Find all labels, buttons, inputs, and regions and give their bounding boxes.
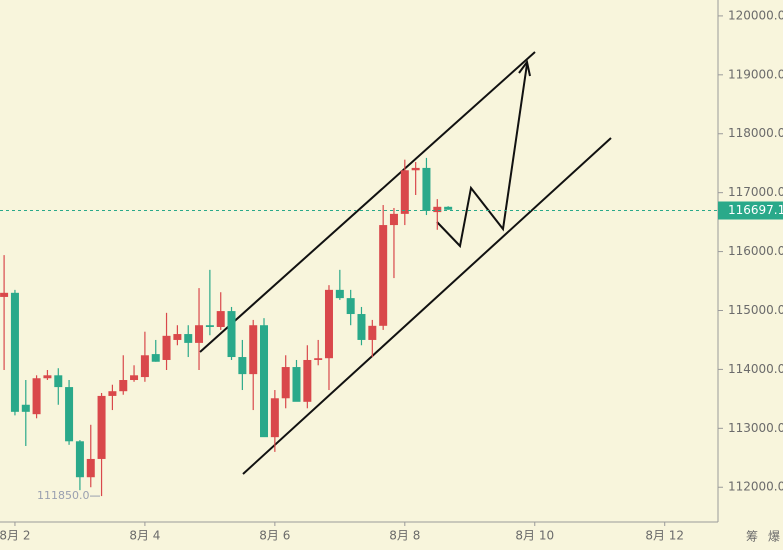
y-tick-label: 114000.0	[728, 362, 783, 376]
candle-body	[292, 367, 301, 402]
candle-body	[0, 292, 9, 297]
candle-body	[227, 311, 236, 358]
candle-body	[335, 289, 344, 299]
candle-body	[260, 325, 269, 438]
x-tick-label: 8月 4	[129, 529, 160, 543]
last-price-label: 116697.1	[728, 203, 783, 217]
candle-body	[140, 355, 149, 378]
candle-body	[75, 441, 84, 478]
x-tick-label: 8月 8	[389, 529, 420, 543]
x-tick-label: 8月 2	[0, 529, 30, 543]
candle-body	[119, 380, 128, 392]
y-tick-label: 118000.0	[728, 126, 783, 140]
candle-body	[32, 378, 41, 415]
candle-body	[357, 314, 366, 340]
y-tick-label: 113000.0	[728, 421, 783, 435]
candle-body	[108, 391, 117, 396]
candle-body	[400, 170, 409, 214]
y-tick-label: 117000.0	[728, 185, 783, 199]
candle-body	[422, 167, 431, 211]
candle-body	[205, 325, 214, 327]
candle-body	[130, 375, 139, 381]
candle-body	[249, 325, 258, 375]
candle-body	[173, 334, 182, 340]
candle-body	[43, 375, 52, 379]
candle-body	[303, 359, 312, 402]
y-tick-label: 116000.0	[728, 244, 783, 258]
candle-body	[444, 206, 453, 210]
x-tick-label: 8月 6	[259, 529, 290, 543]
candle-body	[389, 213, 398, 226]
candle-body	[10, 292, 19, 412]
candle-body	[324, 289, 333, 359]
candle-body	[433, 206, 442, 213]
low-marker-label: 111850.0	[37, 489, 90, 502]
candle-body	[346, 298, 355, 315]
candle-body	[411, 167, 420, 171]
candle-body	[216, 311, 225, 327]
candle-body	[238, 357, 247, 375]
x-tick-label: 8月 10	[515, 529, 554, 543]
candle-body	[314, 358, 323, 360]
trend-line-upper	[199, 51, 536, 353]
candle-body	[86, 458, 95, 478]
candle-body	[54, 375, 63, 388]
candle-body	[379, 225, 388, 326]
last-price-box	[718, 201, 783, 220]
y-tick-label: 112000.0	[728, 480, 783, 494]
candle-body	[281, 367, 290, 399]
projection-arrow	[436, 63, 528, 249]
candle-body	[65, 387, 74, 442]
candle-body	[21, 404, 30, 412]
candle-body	[195, 325, 204, 343]
candle-body	[270, 398, 279, 438]
y-tick-label: 120000.0	[728, 8, 783, 22]
trend-line-lower	[242, 137, 612, 475]
candle-body	[184, 334, 193, 343]
y-tick-label: 115000.0	[728, 303, 783, 317]
candle-body	[162, 335, 171, 360]
corner-label: 筹	[746, 530, 758, 544]
arrow-head	[518, 59, 531, 77]
corner-label: 爆	[768, 530, 780, 544]
y-tick-label: 119000.0	[728, 67, 783, 81]
candle-body	[368, 325, 377, 340]
candle-body	[151, 354, 160, 362]
candle-body	[97, 395, 106, 459]
x-tick-label: 8月 12	[645, 529, 684, 543]
